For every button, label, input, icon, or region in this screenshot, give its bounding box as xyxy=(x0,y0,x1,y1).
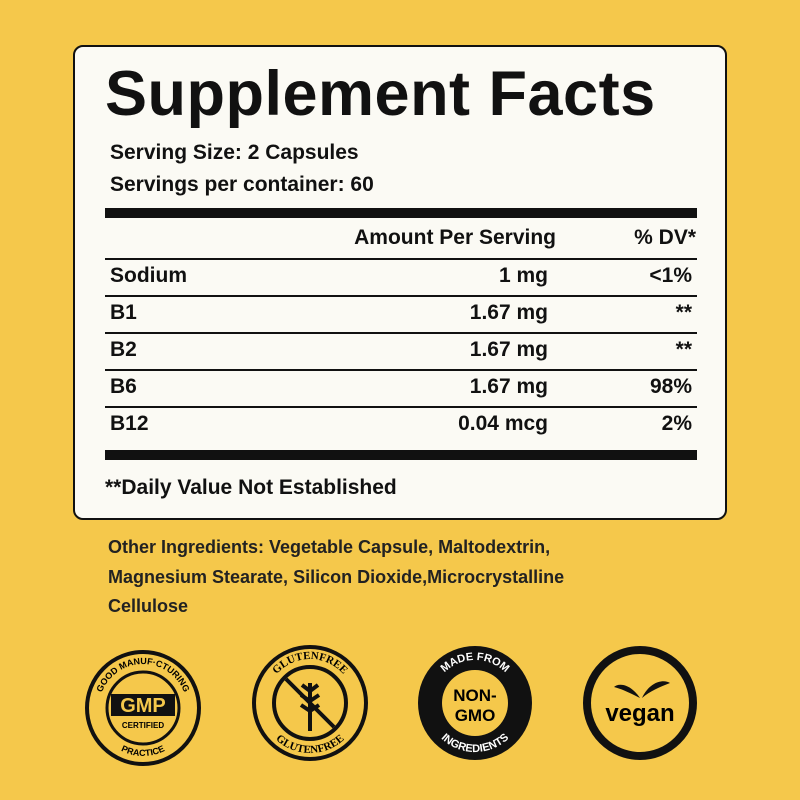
nutrient-amount: 1.67 mg xyxy=(469,375,548,398)
vegan-badge: vegan xyxy=(583,646,697,760)
badge-text: CERTIFIED xyxy=(122,721,164,730)
row-divider xyxy=(105,332,697,334)
badge-text: GMP xyxy=(120,695,166,717)
column-header: Amount Per Serving xyxy=(354,226,556,249)
nutrient-amount: 1.67 mg xyxy=(469,301,548,324)
row-divider xyxy=(105,258,697,260)
nutrient-dv: ** xyxy=(675,338,692,361)
nutrient-amount: 1 mg xyxy=(498,264,548,287)
nutrient-dv: ** xyxy=(675,301,692,324)
badge-text: PRACTICE xyxy=(120,743,166,758)
other-ingredients: Magnesium Stearate, Silicon Dioxide,Micr… xyxy=(108,567,565,587)
row-divider xyxy=(105,295,697,297)
title: Supplement Facts xyxy=(105,59,656,129)
nutrient-name: B2 xyxy=(110,338,137,361)
column-header: % DV* xyxy=(634,226,696,249)
other-ingredients: Cellulose xyxy=(108,596,189,616)
nutrient-name: B12 xyxy=(110,412,149,435)
non-gmo-badge: MADE FROM INGREDIENTS NON- GMO xyxy=(418,646,532,760)
badge-text: NON- xyxy=(453,686,496,705)
nutrient-dv: 98% xyxy=(649,375,692,398)
servings-per-container: Servings per container: 60 xyxy=(110,173,374,196)
nutrient-name: B1 xyxy=(110,301,137,324)
facts-panel xyxy=(73,45,727,520)
gluten-free-badge: GLUTENFREE GLUTENFREE xyxy=(252,645,368,761)
divider xyxy=(105,450,697,460)
badge-text: GMO xyxy=(455,706,496,725)
other-ingredients: Other Ingredients: Vegetable Capsule, Ma… xyxy=(108,537,551,557)
nutrient-amount: 1.67 mg xyxy=(469,338,548,361)
nutrient-name: Sodium xyxy=(110,264,187,287)
gmp-badge: GOOD MANUF·CTURING PRACTICE GMP CERTIFIE… xyxy=(85,650,201,766)
nutrient-name: B6 xyxy=(110,375,137,398)
row-divider xyxy=(105,406,697,408)
nutrient-dv: <1% xyxy=(649,264,692,287)
divider xyxy=(105,208,697,218)
serving-size: Serving Size: 2 Capsules xyxy=(110,141,359,164)
nutrient-dv: 2% xyxy=(661,412,692,435)
row-divider xyxy=(105,369,697,371)
badge-text: vegan xyxy=(605,700,674,727)
nutrient-amount: 0.04 mcg xyxy=(458,412,548,435)
footnote: **Daily Value Not Established xyxy=(105,476,397,499)
